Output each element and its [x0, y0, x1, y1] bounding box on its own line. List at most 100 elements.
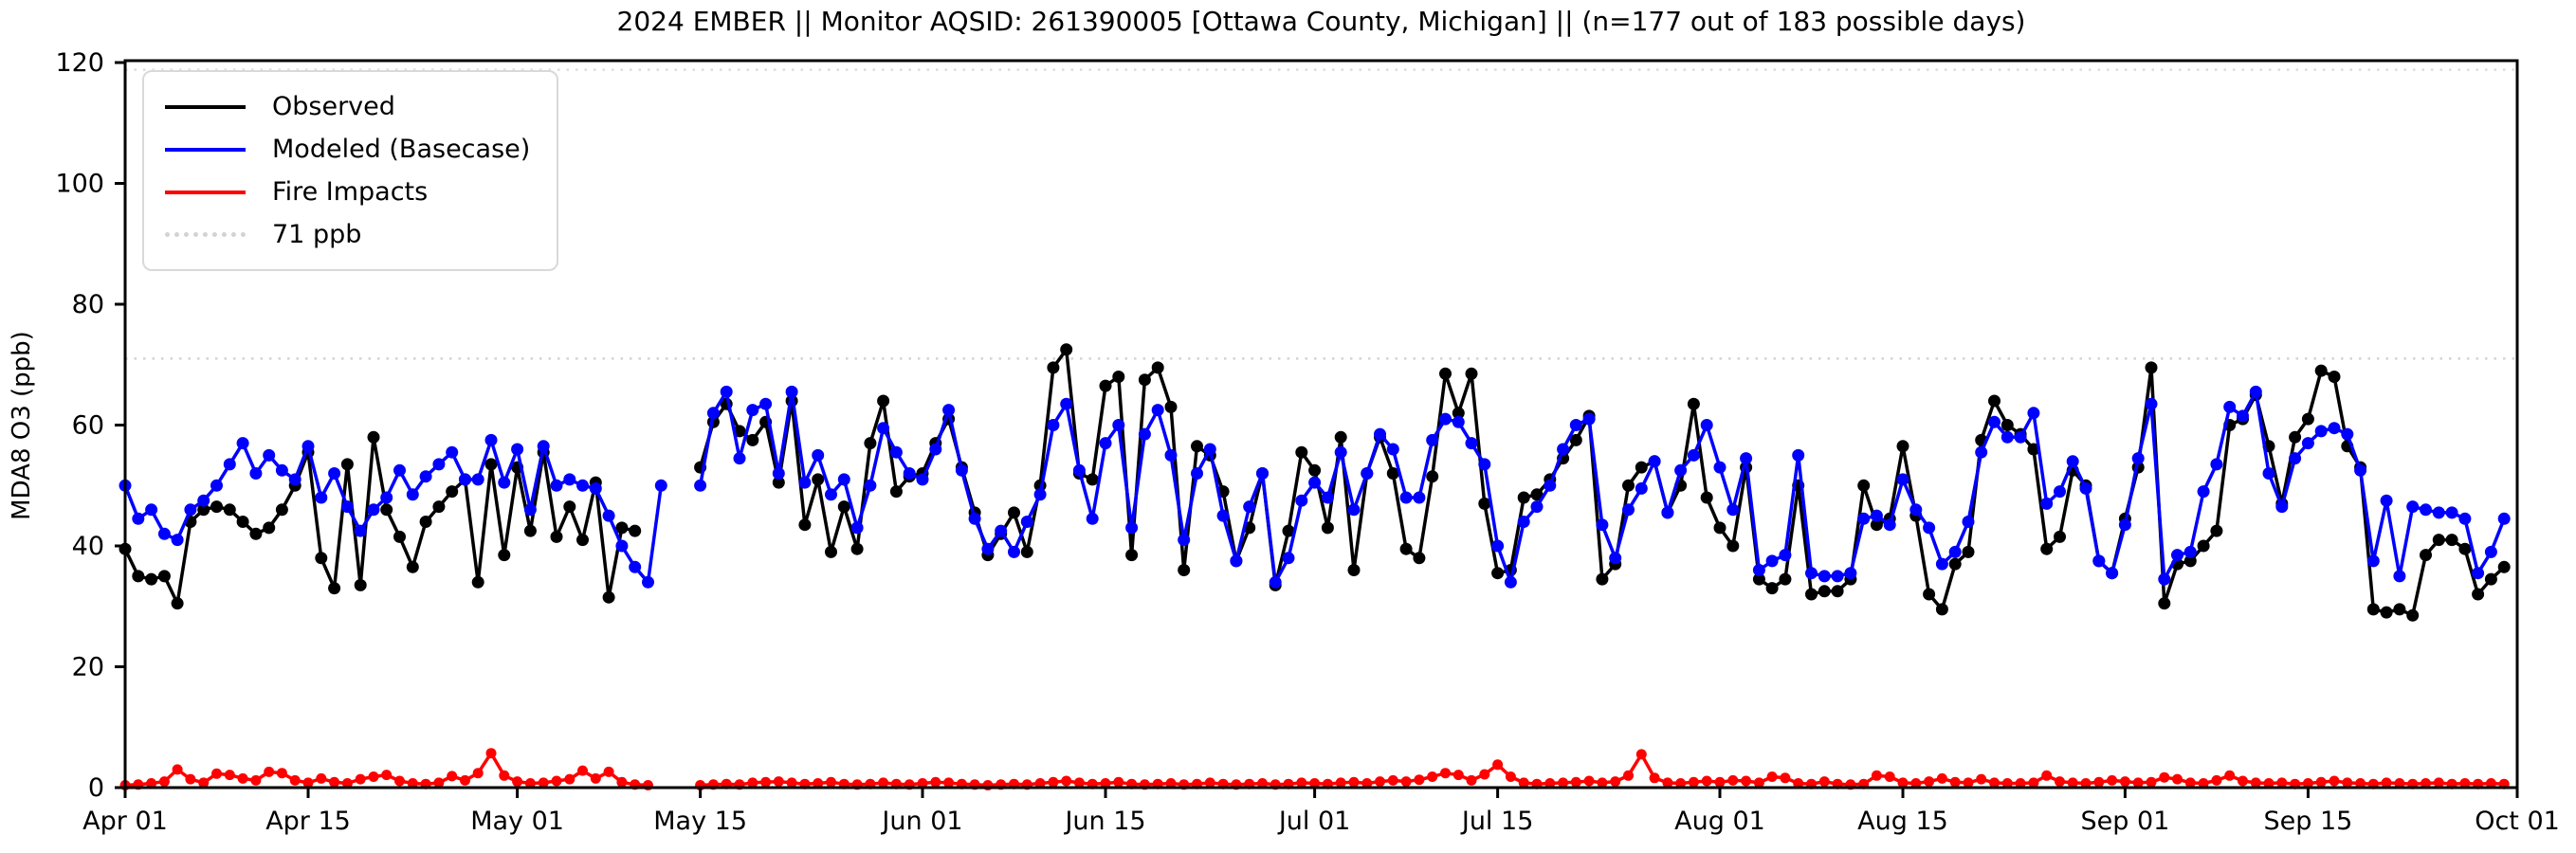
series-modeled-basecase-point	[1962, 516, 1975, 528]
series-modeled-basecase-point	[236, 437, 249, 450]
series-fire-impacts-point	[603, 766, 614, 777]
series-modeled-basecase-point	[1334, 445, 1347, 459]
series-observed-point	[1164, 400, 1178, 413]
series-observed-point	[2001, 419, 2014, 431]
series-fire-impacts-point	[329, 776, 340, 788]
series-observed-point	[1635, 461, 1648, 474]
series-fire-impacts-point	[2224, 770, 2236, 781]
series-modeled-basecase-point	[2014, 430, 2027, 444]
series-observed-point	[1726, 539, 1740, 553]
series-modeled-basecase-point	[1308, 476, 1322, 489]
series-modeled-basecase-point	[2432, 506, 2445, 519]
series-fire-impacts-point	[316, 772, 327, 784]
series-observed-point	[1452, 407, 1465, 420]
legend-swatch	[165, 104, 246, 109]
series-observed-point	[615, 521, 629, 535]
series-fire-impacts-point	[1335, 777, 1346, 789]
series-fire-impacts-point	[2015, 778, 2026, 789]
series-modeled-basecase-point	[955, 463, 968, 477]
x-tick-label: Oct 01	[2475, 807, 2560, 836]
series-fire-impacts-point	[158, 776, 170, 788]
series-modeled-basecase-point	[720, 385, 733, 398]
series-observed-point	[2328, 371, 2341, 383]
series-observed-point	[772, 476, 785, 489]
series-observed-point	[1308, 463, 1322, 477]
series-fire-impacts-point	[538, 777, 549, 789]
chart-title: 2024 EMBER || Monitor AQSID: 261390005 […	[616, 6, 2026, 37]
series-fire-impacts-point	[1100, 778, 1111, 789]
series-fire-impacts-point	[616, 776, 628, 788]
series-observed-point	[1491, 567, 1505, 580]
series-observed-point	[1112, 371, 1125, 383]
series-observed-point	[812, 473, 825, 486]
series-modeled-basecase-point	[1779, 549, 1792, 562]
series-fire-impacts-point	[1034, 778, 1046, 789]
series-modeled-basecase-point	[2001, 430, 2014, 444]
series-fire-impacts-point	[2355, 778, 2366, 789]
series-fire-impacts-point	[1492, 759, 1504, 771]
series-fire-impacts-point	[2159, 771, 2170, 783]
series-observed-point	[889, 485, 903, 499]
series-observed-point	[1923, 588, 1936, 601]
series-modeled-basecase-point	[432, 458, 446, 471]
series-modeled-basecase-point	[1478, 458, 1491, 471]
series-fire-impacts-point	[1688, 776, 1699, 788]
legend-item-modeled-basecase-: Modeled (Basecase)	[165, 128, 530, 171]
series-modeled-basecase-point	[1923, 521, 1936, 535]
series-fire-impacts-point	[1296, 777, 1307, 789]
y-tick-label: 40	[72, 532, 104, 561]
series-fire-impacts-point	[917, 778, 928, 789]
series-observed-point	[602, 590, 615, 604]
series-modeled-basecase-point	[2066, 455, 2079, 468]
series-modeled-basecase-point	[1544, 479, 1557, 492]
series-observed-point	[1478, 497, 1491, 510]
series-modeled-basecase-point	[1151, 404, 1164, 417]
series-fire-impacts-point	[2211, 774, 2222, 786]
series-modeled-basecase-point	[2183, 545, 2197, 558]
series-fire-impacts-point	[2250, 777, 2261, 789]
series-fire-impacts-point	[355, 773, 366, 785]
x-tick-label: May 01	[470, 807, 564, 836]
series-modeled-basecase-point	[642, 575, 654, 589]
series-modeled-basecase-point	[2275, 500, 2289, 514]
x-tick-label: Jun 01	[880, 807, 962, 836]
series-modeled-basecase-point	[2406, 500, 2420, 514]
series-observed-point	[1020, 545, 1033, 558]
series-modeled-basecase-point	[2158, 572, 2171, 586]
series-fire-impacts-point	[289, 774, 301, 786]
series-observed-point	[275, 503, 288, 517]
series-fire-impacts-point	[407, 778, 418, 789]
series-observed-point	[2432, 534, 2445, 547]
series-observed-point	[1779, 572, 1792, 586]
series-modeled-basecase-point	[1386, 443, 1399, 456]
series-modeled-basecase-point	[1517, 516, 1530, 528]
series-modeled-basecase-point	[1661, 506, 1674, 519]
series-modeled-basecase-point	[1622, 503, 1635, 517]
series-fire-impacts-point	[2184, 777, 2196, 789]
series-modeled-basecase-point	[1047, 419, 1060, 431]
series-fire-impacts-point	[1440, 768, 1451, 779]
series-fire-impacts-point	[1818, 776, 1830, 788]
series-modeled-basecase-point	[864, 479, 877, 492]
series-modeled-basecase-point	[1831, 570, 1844, 583]
series-modeled-basecase-point	[2210, 458, 2223, 471]
series-fire-impacts-point	[2485, 778, 2496, 789]
series-modeled-basecase-point	[2054, 485, 2066, 499]
series-observed-line	[123, 435, 636, 606]
series-observed-point	[2145, 361, 2158, 374]
series-fire-impacts-point	[1675, 778, 1687, 789]
series-fire-impacts-point	[172, 764, 183, 775]
series-observed-point	[1191, 440, 1203, 453]
series-fire-impacts-point	[1649, 772, 1660, 784]
series-fire-impacts-point	[2132, 777, 2144, 789]
series-modeled-basecase-point	[446, 445, 459, 459]
series-observed-point	[2406, 608, 2420, 622]
series-fire-impacts-point	[2001, 778, 2013, 789]
series-modeled-basecase-point	[1295, 494, 1308, 507]
series-observed-point	[1713, 521, 1726, 535]
series-observed-point	[1857, 479, 1871, 492]
y-tick-label: 60	[72, 411, 104, 441]
series-fire-impacts-point	[2302, 778, 2313, 789]
series-fire-impacts-point	[1910, 778, 1922, 789]
series-fire-impacts-point	[2093, 776, 2105, 788]
